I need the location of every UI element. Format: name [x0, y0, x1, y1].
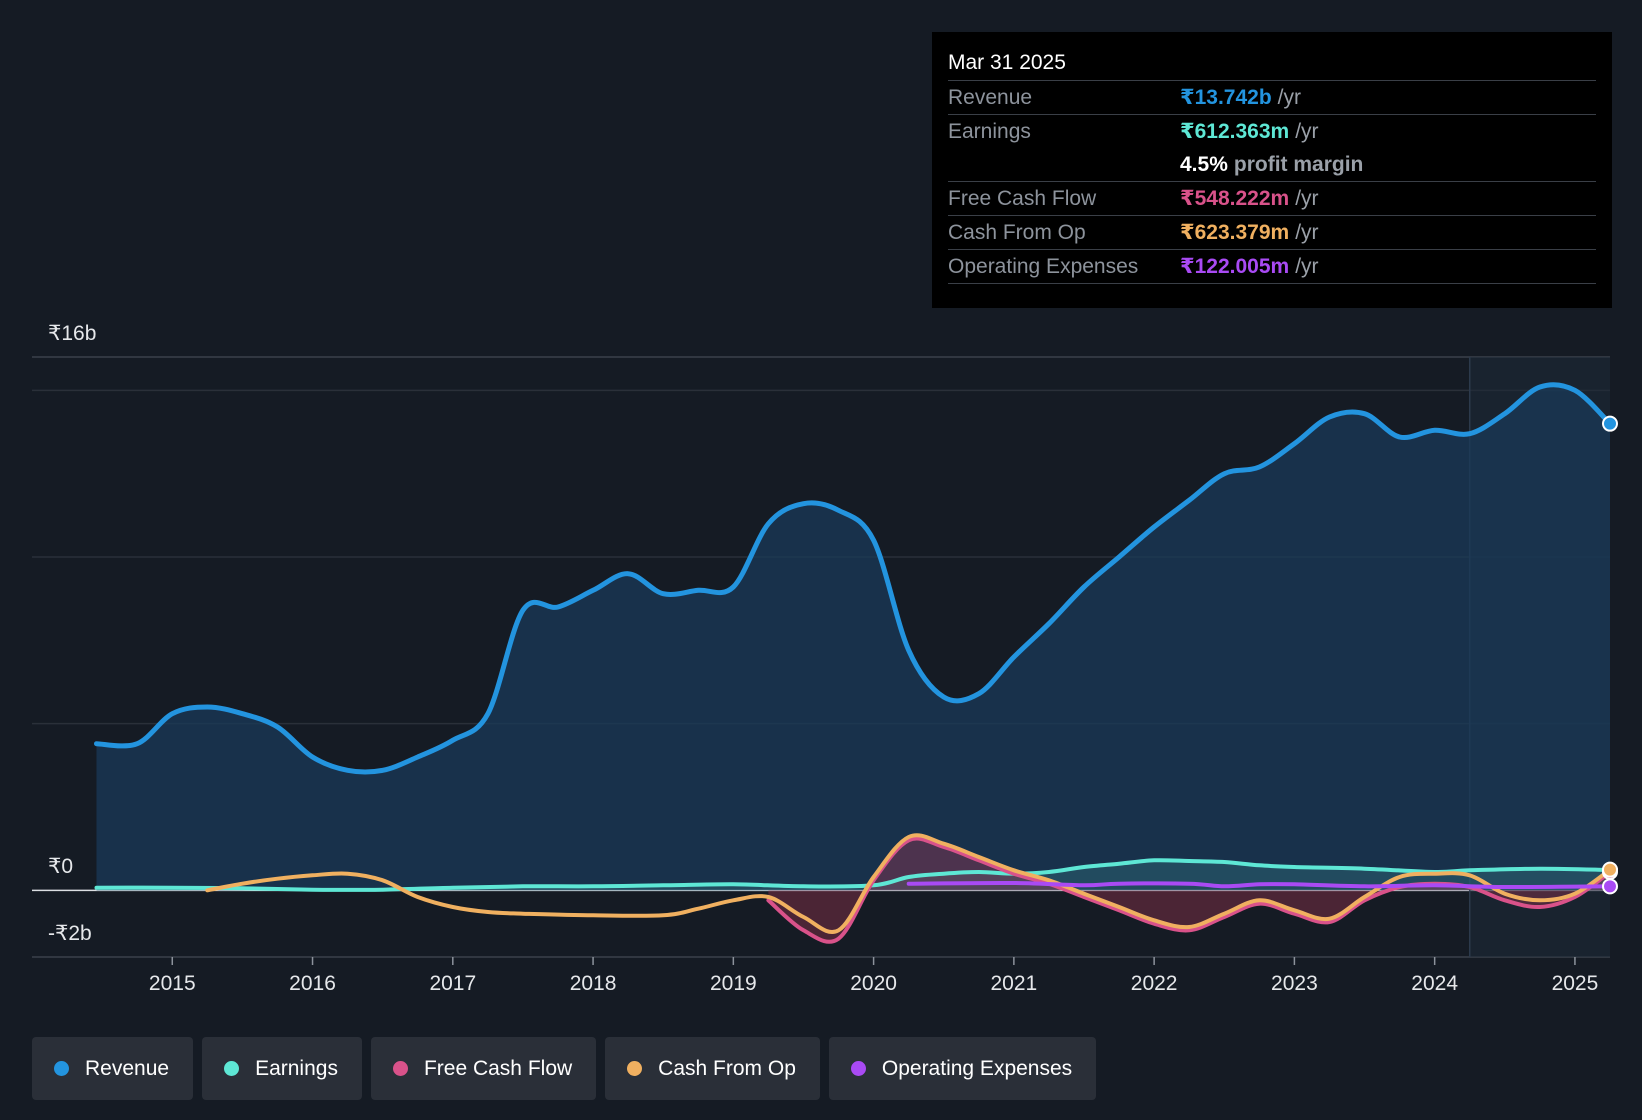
x-tick-label: 2022 — [1131, 972, 1178, 995]
series-areas — [96, 384, 1610, 942]
tooltip-row-operating-expenses: Operating Expenses ₹122.005m /yr — [948, 250, 1596, 284]
legend-label: Revenue — [85, 1056, 170, 1080]
x-tick-label: 2021 — [991, 972, 1038, 995]
legend-label: Operating Expenses — [881, 1056, 1073, 1080]
line-operating-expenses — [906, 880, 1612, 890]
tooltip-value: ₹612.363m — [1180, 120, 1290, 143]
legend-dot-icon — [850, 1061, 866, 1076]
tooltip-unit: /yr — [1277, 86, 1301, 109]
x-tick-label: 2016 — [289, 972, 336, 995]
x-tick-label: 2023 — [1271, 972, 1318, 995]
legend-dot-icon — [54, 1061, 69, 1076]
tooltip-label: Earnings — [948, 120, 1031, 143]
line-earnings — [94, 858, 1612, 892]
tooltip-label: Cash From Op — [948, 221, 1086, 244]
end-marker-cash-from-op — [1602, 861, 1618, 878]
legend-label: Free Cash Flow — [423, 1056, 573, 1080]
end-marker-operating-expenses — [1602, 878, 1618, 895]
tooltip-row-free-cash-flow: Free Cash Flow ₹548.222m /yr — [948, 182, 1596, 216]
line-cash-from-op — [205, 833, 1612, 934]
area-revenue — [96, 384, 1610, 891]
tooltip-value: ₹548.222m — [1180, 187, 1290, 210]
legend: Revenue Earnings Free Cash Flow Cash Fro… — [32, 1037, 1097, 1100]
y-label-bottom: -₹2b — [48, 922, 92, 945]
tooltip-row-cash-from-op: Cash From Op ₹623.379m /yr — [948, 216, 1596, 250]
tooltip-unit: /yr — [1295, 221, 1319, 244]
legend-item-cash-from-op[interactable]: Cash From Op — [605, 1037, 820, 1100]
tooltip-label: Revenue — [948, 86, 1033, 109]
x-tick-label: 2019 — [710, 972, 757, 995]
x-tick-label: 2020 — [850, 972, 897, 995]
tooltip-panel: Mar 31 2025 Revenue ₹13.742b /yr Earning… — [932, 32, 1612, 308]
legend-item-operating-expenses[interactable]: Operating Expenses — [828, 1037, 1097, 1100]
legend-dot-icon — [392, 1061, 408, 1076]
tooltip-unit: /yr — [1295, 255, 1319, 278]
tooltip-value: ₹13.742b — [1180, 86, 1272, 109]
area-earnings — [96, 860, 1610, 891]
area-free-cash-flow — [768, 838, 1610, 942]
x-tick-label: 2024 — [1411, 972, 1458, 995]
series-lines — [94, 382, 1613, 944]
legend-label: Cash From Op — [658, 1056, 796, 1080]
profit-margin-value: 4.5% — [1180, 153, 1228, 176]
legend-label: Earnings — [255, 1056, 338, 1080]
legend-dot-icon — [627, 1061, 643, 1076]
end-marker-revenue — [1602, 415, 1618, 432]
y-label-top: ₹16b — [48, 322, 96, 345]
tooltip-unit: /yr — [1295, 187, 1319, 210]
x-axis: 2015 2016 2017 2018 2019 2020 2021 2022 2023 2024… — [149, 957, 1598, 995]
tooltip-row-revenue: Revenue ₹13.742b /yr — [948, 81, 1596, 115]
tooltip-label: Free Cash Flow — [948, 187, 1097, 210]
tooltip-date: Mar 31 2025 — [948, 46, 1596, 81]
tooltip-row-margin: 4.5% profit margin — [948, 148, 1596, 182]
legend-item-revenue[interactable]: Revenue — [32, 1037, 194, 1100]
x-tick-label: 2017 — [429, 972, 476, 995]
y-label-zero: ₹0 — [48, 855, 73, 878]
tooltip-value: ₹122.005m — [1180, 255, 1290, 278]
x-tick-label: 2015 — [149, 972, 196, 995]
legend-item-free-cash-flow[interactable]: Free Cash Flow — [370, 1037, 597, 1100]
profit-margin-label: profit margin — [1233, 153, 1364, 176]
tooltip-label: Operating Expenses — [948, 255, 1139, 278]
legend-dot-icon — [224, 1061, 240, 1076]
legend-item-earnings[interactable]: Earnings — [202, 1037, 362, 1100]
tooltip-row-earnings: Earnings ₹612.363m /yr — [948, 115, 1596, 148]
x-tick-label: 2025 — [1552, 972, 1599, 995]
x-tick-label: 2018 — [570, 972, 617, 995]
tooltip-value: ₹623.379m — [1180, 221, 1290, 244]
end-markers — [1602, 415, 1618, 895]
tooltip-unit: /yr — [1295, 120, 1319, 143]
line-revenue — [94, 382, 1613, 775]
